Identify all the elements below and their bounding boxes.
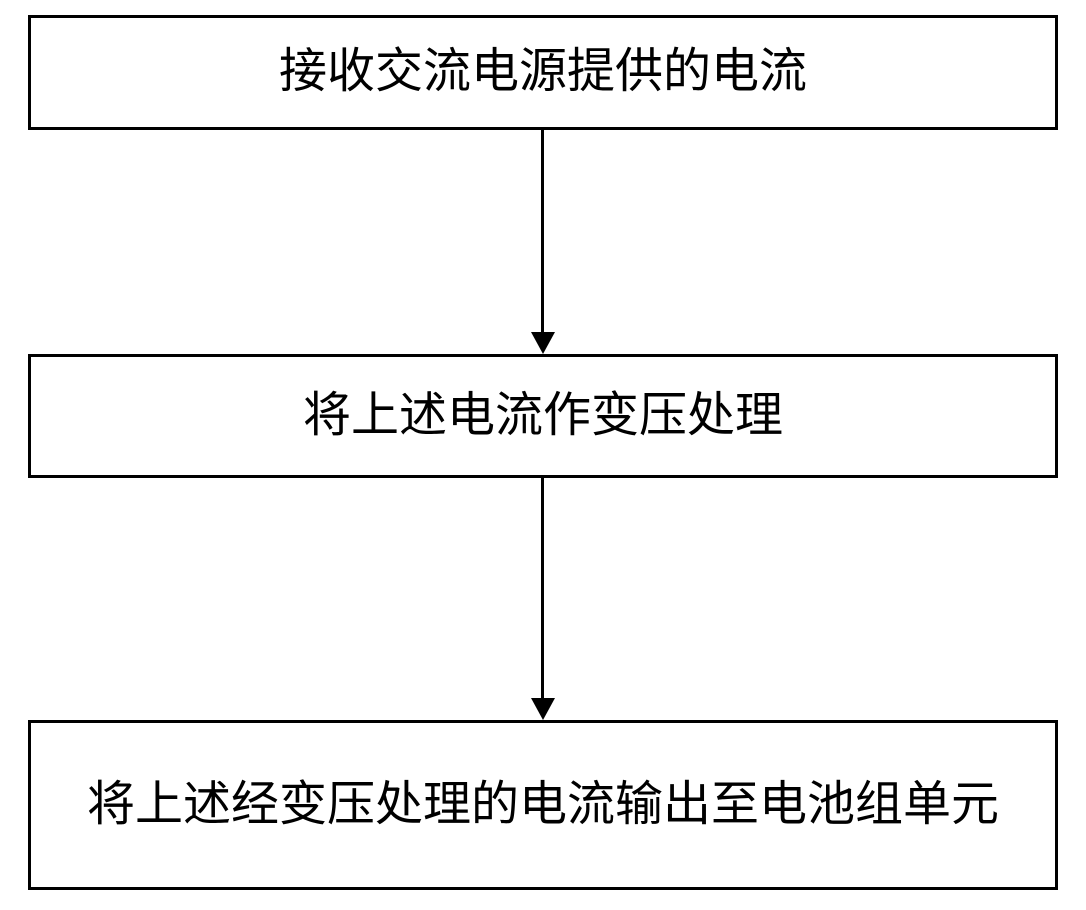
flow-step-3-text: 将上述经变压处理的电流输出至电池组单元 (87, 774, 999, 836)
arrow-1-head (531, 332, 555, 354)
flow-step-2: 将上述电流作变压处理 (28, 354, 1058, 478)
flow-step-1: 接收交流电源提供的电流 (28, 15, 1058, 130)
arrow-2-head (531, 698, 555, 720)
arrow-2-line (541, 478, 544, 700)
arrow-1-line (541, 130, 544, 334)
flowchart-canvas: 接收交流电源提供的电流 将上述电流作变压处理 将上述经变压处理的电流输出至电池组… (0, 0, 1086, 910)
flow-step-1-text: 接收交流电源提供的电流 (279, 41, 807, 103)
flow-step-2-text: 将上述电流作变压处理 (303, 385, 783, 447)
flow-step-3: 将上述经变压处理的电流输出至电池组单元 (28, 720, 1058, 890)
